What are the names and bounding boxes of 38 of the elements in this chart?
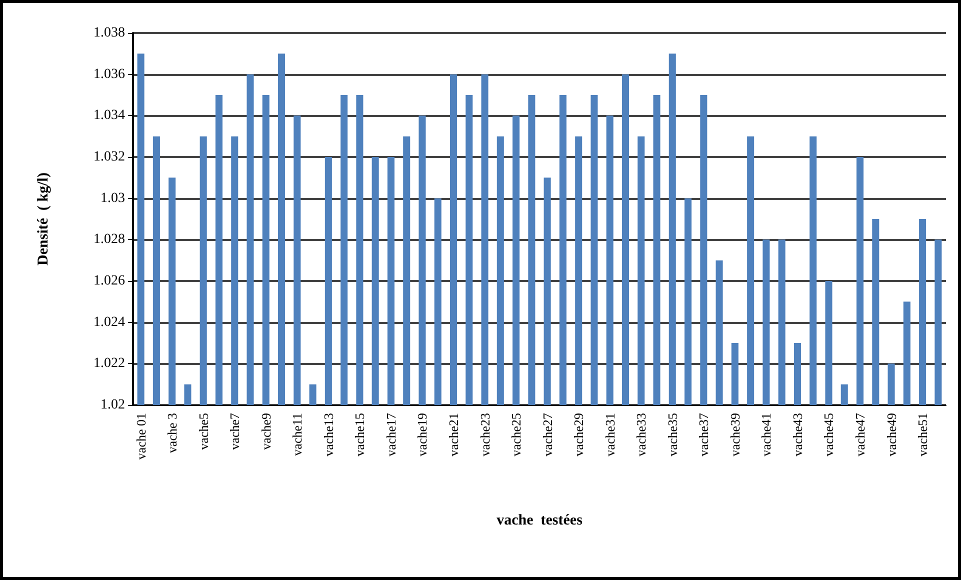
x-axis-title: vache testées	[496, 512, 583, 528]
x-tick-label: vache27	[540, 412, 555, 456]
x-tick-label: vache39	[727, 413, 742, 456]
x-tick-label: vache33	[634, 413, 649, 456]
x-tick-label: vache51	[915, 413, 930, 456]
y-tick-label: 1.032	[94, 150, 125, 164]
x-tick-label: vache21	[446, 413, 462, 456]
y-tick-label: 1.024	[94, 314, 125, 330]
x-tick-label: vache5	[196, 413, 211, 450]
x-tick-label: vache47	[852, 412, 868, 456]
x-tick-label: vache17	[383, 412, 398, 456]
x-tick-label: vache9	[258, 413, 274, 450]
x-tick-label: vache43	[790, 413, 805, 456]
x-tick-label: vache23	[477, 413, 492, 456]
x-tick-label: vache45	[821, 413, 836, 456]
y-tick-label: 1.028	[94, 232, 125, 248]
x-tick-label: vache15	[352, 413, 368, 456]
y-tick-label: 1.02	[100, 398, 125, 412]
y-tick-label: 1.026	[94, 274, 125, 288]
x-tick-label: vache37	[696, 412, 712, 456]
x-tick-label: vache7	[227, 412, 242, 450]
x-tick-label: vache25	[508, 413, 524, 456]
y-tick-label: 1.03	[100, 190, 125, 206]
y-tick-label: 1.036	[94, 66, 125, 82]
x-tick-label: vache41	[758, 413, 774, 456]
y-axis-title: Densité ( kg/l)	[36, 172, 52, 266]
y-tick-label: 1.038	[94, 26, 125, 40]
x-tick-label: vache 3	[164, 413, 180, 454]
y-tick-label: 1.022	[94, 356, 125, 372]
x-tick-label: vache31	[602, 413, 618, 456]
x-tick-label: vache35	[664, 413, 680, 456]
x-tick-label: vache19	[414, 413, 430, 456]
x-tick-label: vache49	[884, 413, 899, 456]
x-tick-label: vache13	[320, 413, 336, 456]
x-tick-label: vache29	[571, 413, 586, 456]
x-tick-label: vache11	[290, 413, 305, 456]
x-tick-label: vache 01	[133, 413, 148, 460]
y-tick-label: 1.034	[94, 108, 125, 124]
